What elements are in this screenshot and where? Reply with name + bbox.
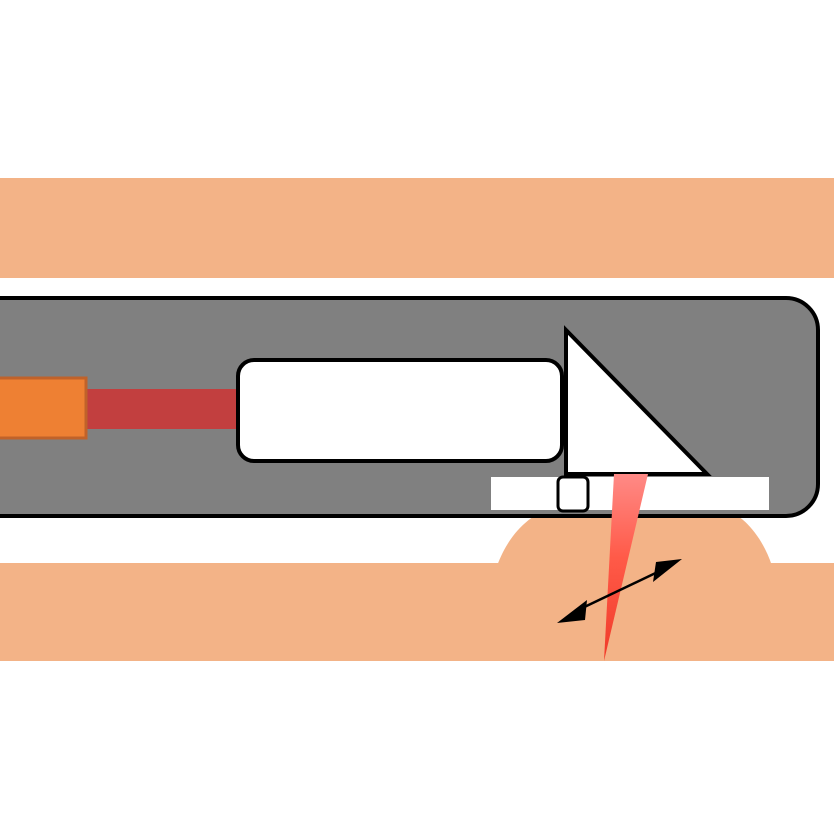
collimated-beam	[86, 389, 242, 429]
tissue-upper-layer	[0, 178, 834, 278]
fiber-source	[0, 376, 88, 440]
scan-direction-arrow-icon	[557, 559, 682, 623]
lens-block	[236, 358, 564, 463]
detector-element	[556, 475, 590, 513]
tissue-lower-layer	[0, 506, 834, 661]
focused-output-beam	[604, 474, 648, 661]
